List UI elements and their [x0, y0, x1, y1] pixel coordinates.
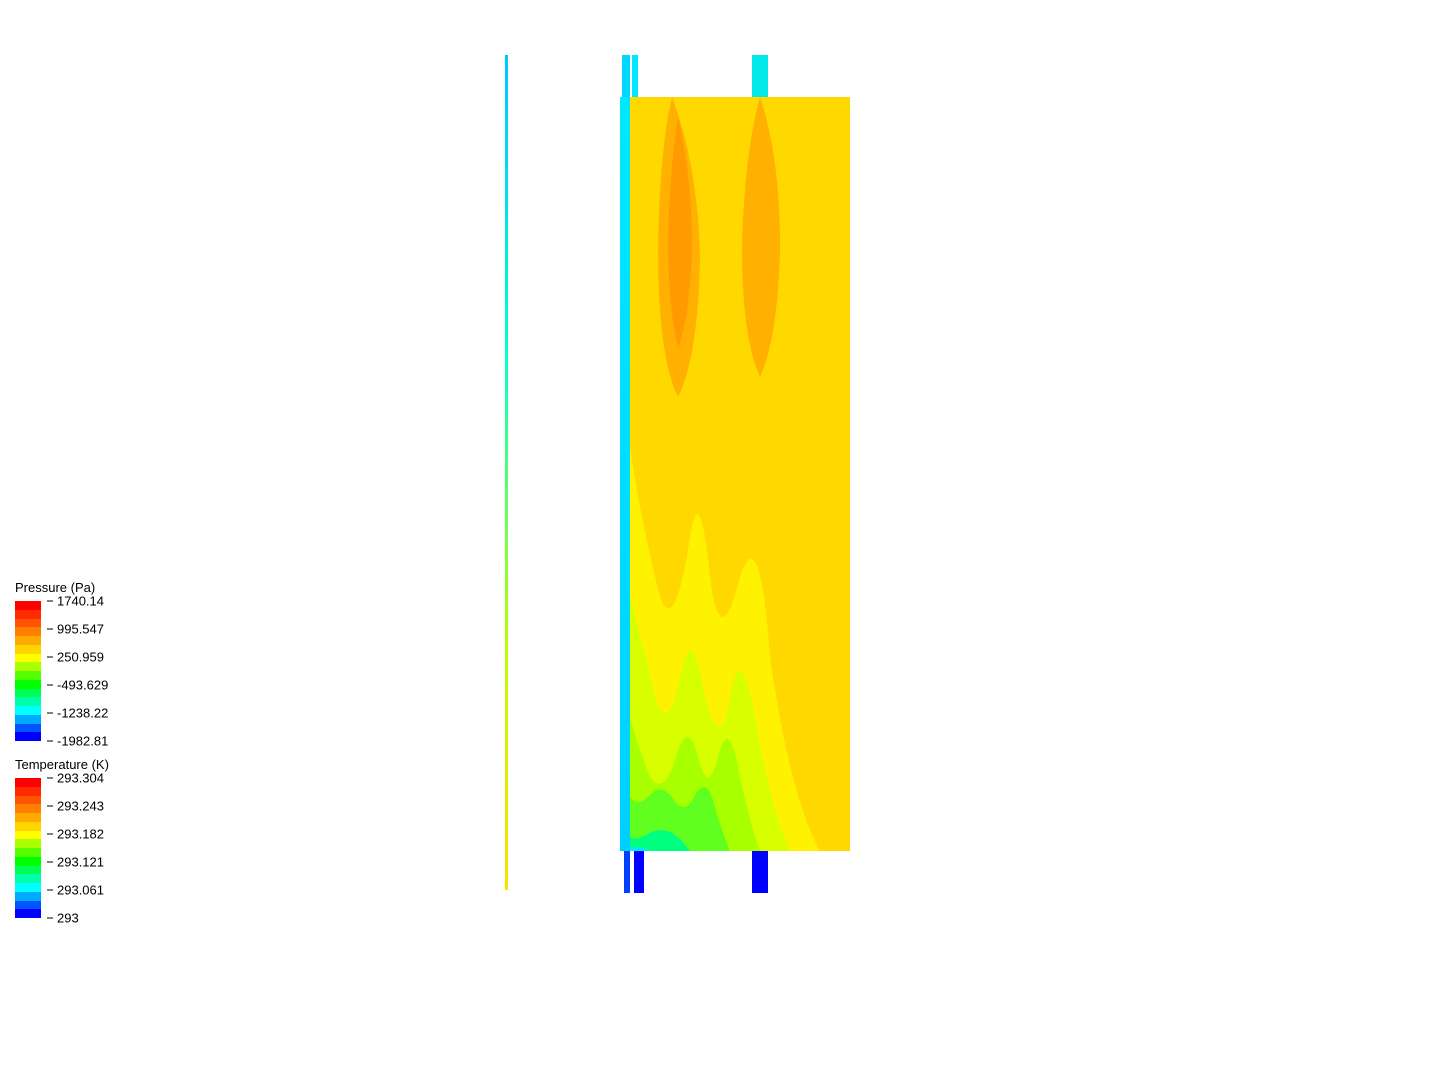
legend-tick: 293.243	[47, 799, 104, 814]
legend-colorbar-temperature	[15, 778, 41, 918]
legend-tick: 293	[47, 911, 79, 926]
legend-tick: 293.121	[47, 855, 104, 870]
legend-temperature: Temperature (K)293.304293.243293.182293.…	[15, 757, 117, 918]
legend-tick: 293.304	[47, 771, 104, 786]
thin-sliver	[505, 55, 508, 890]
legend-tick: 250.959	[47, 650, 104, 665]
legend-tick: 995.547	[47, 622, 104, 637]
inlet-pipe	[752, 55, 768, 97]
legend-colorbar-pressure	[15, 601, 41, 741]
main-body	[620, 55, 850, 893]
outlet-pipe	[752, 851, 768, 893]
legend-tick: -1982.81	[47, 734, 108, 749]
legend-pressure: Pressure (Pa)1740.14995.547250.959-493.6…	[15, 580, 117, 741]
legend-tick: -1238.22	[47, 706, 108, 721]
legend-tick: 1740.14	[47, 594, 104, 609]
outlet-pipe	[624, 851, 630, 893]
contour-field	[620, 97, 850, 851]
inlet-pipe	[622, 55, 630, 97]
inlet-pipe	[632, 55, 638, 97]
legend-tick: 293.182	[47, 827, 104, 842]
legend-tick: -493.629	[47, 678, 108, 693]
simulation-contour-plot	[505, 55, 850, 895]
outlet-pipe	[634, 851, 644, 893]
legend-tick: 293.061	[47, 883, 104, 898]
left-edge-band	[620, 97, 630, 851]
